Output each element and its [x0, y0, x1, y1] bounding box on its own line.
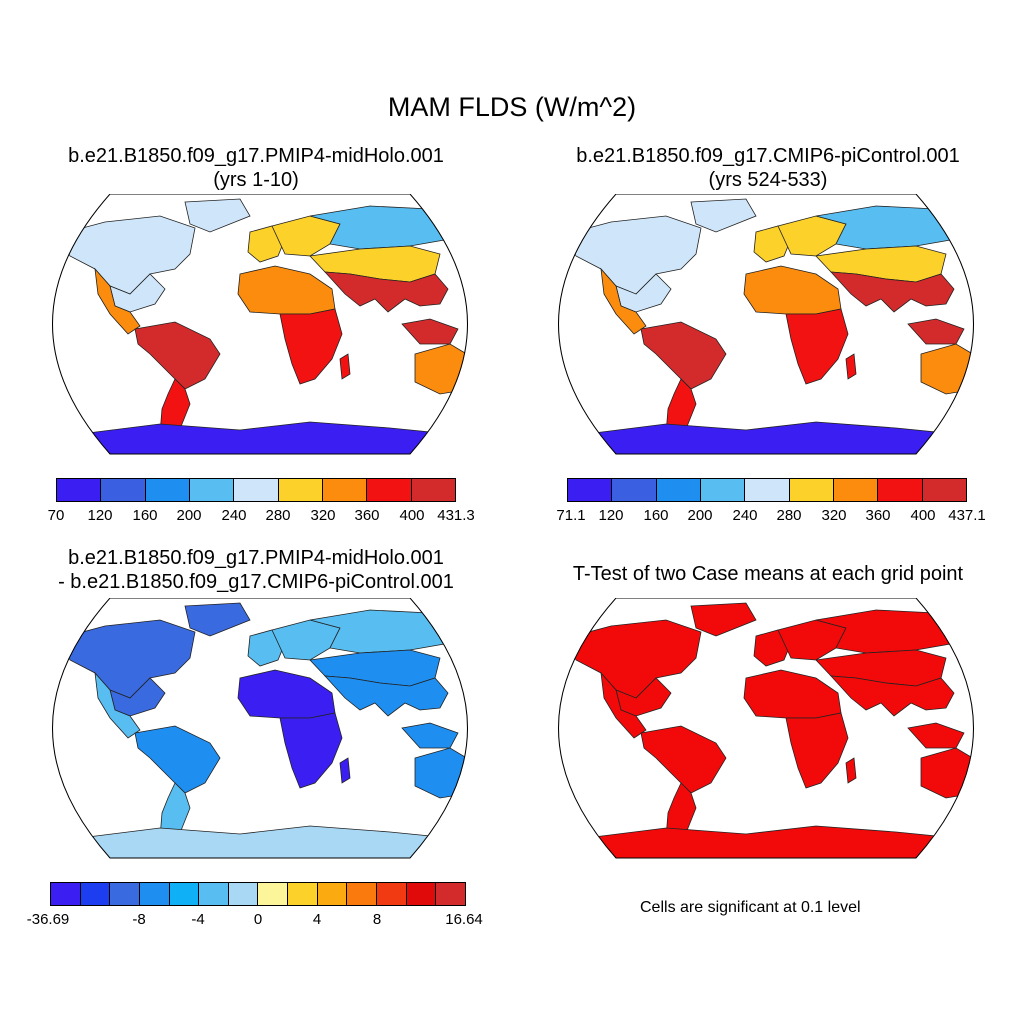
panel-title-picontrol-line2: (yrs 524-533)	[708, 169, 828, 191]
colorbar-midholo-tick: 160	[132, 507, 158, 524]
figure-title: MAM FLDS (W/m^2)	[387, 92, 637, 122]
colorbar-picontrol-swatch	[568, 479, 613, 501]
colorbar-difference-swatch	[317, 883, 348, 905]
colorbar-midholo-tick: 240	[221, 507, 247, 524]
colorbar-picontrol-tick: 240	[732, 507, 758, 524]
colorbar-picontrol-swatch	[922, 479, 966, 501]
colorbar-picontrol-tick: 360	[865, 507, 891, 524]
panel-title-midholo-line2: (yrs 1-10)	[213, 169, 299, 191]
colorbar-picontrol-swatch	[745, 479, 790, 501]
colorbar-difference-swatch	[110, 883, 140, 905]
panel-title-difference: b.e21.B1850.f09_g17.PMIP4-midHolo.001 - …	[0, 546, 512, 594]
colorbar-midholo-tick: 120	[87, 507, 113, 524]
colorbar-picontrol-tick: 280	[776, 507, 802, 524]
colorbar-picontrol-tick: 437.1	[948, 507, 986, 524]
colorbar-midholo-tick: 280	[265, 507, 291, 524]
colorbar-difference-swatch	[377, 883, 407, 905]
colorbar-midholo-tick: 400	[399, 507, 425, 524]
map-picontrol-flds	[558, 194, 974, 455]
colorbar-difference-swatch	[288, 883, 318, 905]
colorbar-difference-tick: -8	[132, 911, 146, 928]
panel-title-ttest: T-Test of two Case means at each grid po…	[572, 563, 964, 585]
colorbar-midholo-tick: 360	[354, 507, 380, 524]
colorbar-difference-swatch	[406, 883, 437, 905]
colorbar-midholo-swatch	[367, 479, 412, 501]
colorbar-difference-swatch	[80, 883, 111, 905]
colorbar-picontrol-tick: 320	[821, 507, 847, 524]
colorbar-difference-swatch	[228, 883, 259, 905]
colorbar-picontrol-swatch	[878, 479, 923, 501]
colorbar-difference-swatch	[199, 883, 229, 905]
colorbar-midholo-swatch	[322, 479, 368, 501]
colorbar-midholo-tick: 320	[310, 507, 336, 524]
map-midholo-flds	[52, 194, 468, 455]
colorbar-difference-swatch	[51, 883, 81, 905]
colorbar-midholo-swatch	[411, 479, 455, 501]
colorbar-midholo-tick: 200	[176, 507, 202, 524]
colorbar-difference-tick: 16.64	[445, 911, 483, 928]
colorbar-picontrol-swatch	[833, 479, 879, 501]
colorbar-picontrol-swatch	[656, 479, 701, 501]
colorbar-midholo-swatch	[189, 479, 235, 501]
colorbar-picontrol-swatch	[789, 479, 834, 501]
panel-title-midholo: b.e21.B1850.f09_g17.PMIP4-midHolo.001 (y…	[0, 144, 512, 192]
colorbar-picontrol-tick: 120	[598, 507, 624, 524]
colorbar-picontrol-tick: 200	[687, 507, 713, 524]
colorbar-difference-tick: 8	[372, 911, 382, 928]
colorbar-difference-tick: -4	[191, 911, 205, 928]
colorbar-picontrol-swatch	[612, 479, 657, 501]
panel-title-picontrol-line1: b.e21.B1850.f09_g17.CMIP6-piControl.001	[576, 145, 960, 167]
colorbar-midholo-tick: 431.3	[437, 507, 475, 524]
colorbar-difference-swatch	[258, 883, 289, 905]
colorbar-picontrol	[567, 478, 967, 502]
colorbar-difference-tick: -36.69	[26, 911, 70, 928]
colorbar-picontrol-tick: 160	[643, 507, 669, 524]
colorbar-midholo	[56, 478, 456, 502]
panel-title-midholo-line1: b.e21.B1850.f09_g17.PMIP4-midHolo.001	[68, 145, 444, 167]
colorbar-midholo-swatch	[101, 479, 146, 501]
colorbar-difference-swatch	[436, 883, 465, 905]
map-difference	[52, 598, 468, 859]
panel-title-difference-line1: b.e21.B1850.f09_g17.PMIP4-midHolo.001	[68, 547, 444, 569]
colorbar-picontrol-tick: 400	[910, 507, 936, 524]
map-ttest-significance	[558, 598, 974, 859]
colorbar-picontrol-swatch	[700, 479, 746, 501]
colorbar-midholo-swatch	[234, 479, 279, 501]
colorbar-difference-swatch	[139, 883, 170, 905]
colorbar-difference-swatch	[347, 883, 378, 905]
colorbar-difference-tick: 4	[312, 911, 322, 928]
colorbar-midholo-swatch	[145, 479, 190, 501]
colorbar-midholo-tick: 70	[47, 507, 65, 524]
significance-note: Cells are significant at 0.1 level	[640, 899, 861, 916]
panel-title-picontrol: b.e21.B1850.f09_g17.CMIP6-piControl.001 …	[512, 144, 1024, 192]
colorbar-difference	[50, 882, 466, 906]
colorbar-difference-swatch	[169, 883, 200, 905]
colorbar-midholo-swatch	[57, 479, 102, 501]
colorbar-picontrol-tick: 71.1	[556, 507, 586, 524]
colorbar-midholo-swatch	[278, 479, 323, 501]
panel-title-difference-line2: - b.e21.B1850.f09_g17.CMIP6-piControl.00…	[58, 571, 454, 593]
colorbar-difference-tick: 0	[253, 911, 263, 928]
